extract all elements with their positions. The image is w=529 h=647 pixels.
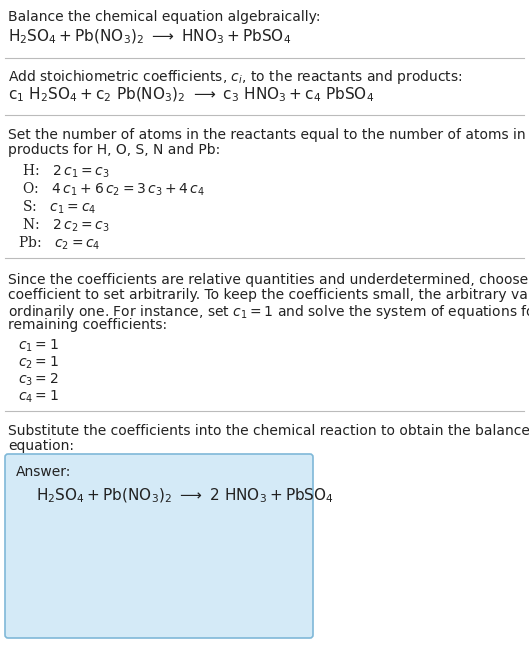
Text: remaining coefficients:: remaining coefficients:: [8, 318, 167, 332]
Text: Pb:   $c_2 = c_4$: Pb: $c_2 = c_4$: [18, 235, 101, 252]
Text: N:   $2\,c_2 = c_3$: N: $2\,c_2 = c_3$: [18, 217, 110, 234]
Text: $\mathrm{H_2SO_4 + Pb(NO_3)_2 \ \longrightarrow \ 2\ HNO_3 + PbSO_4}$: $\mathrm{H_2SO_4 + Pb(NO_3)_2 \ \longrig…: [36, 487, 334, 505]
Text: S:   $c_1 = c_4$: S: $c_1 = c_4$: [18, 199, 96, 216]
Text: $\mathrm{c_1 \ H_2SO_4 + c_2 \ Pb(NO_3)_2 \ \longrightarrow \ c_3 \ HNO_3 + c_4 : $\mathrm{c_1 \ H_2SO_4 + c_2 \ Pb(NO_3)_…: [8, 86, 374, 104]
Text: $\mathrm{H_2SO_4 + Pb(NO_3)_2 \ \longrightarrow \ HNO_3 + PbSO_4}$: $\mathrm{H_2SO_4 + Pb(NO_3)_2 \ \longrig…: [8, 28, 291, 47]
Text: O:   $4\,c_1 + 6\,c_2 = 3\,c_3 + 4\,c_4$: O: $4\,c_1 + 6\,c_2 = 3\,c_3 + 4\,c_4$: [18, 181, 205, 199]
Text: Since the coefficients are relative quantities and underdetermined, choose a: Since the coefficients are relative quan…: [8, 273, 529, 287]
Text: Substitute the coefficients into the chemical reaction to obtain the balanced: Substitute the coefficients into the che…: [8, 424, 529, 438]
Text: equation:: equation:: [8, 439, 74, 453]
Text: $c_4 = 1$: $c_4 = 1$: [18, 389, 59, 406]
Text: Balance the chemical equation algebraically:: Balance the chemical equation algebraica…: [8, 10, 321, 24]
Text: Answer:: Answer:: [16, 465, 71, 479]
Text: $c_2 = 1$: $c_2 = 1$: [18, 355, 59, 371]
Text: products for H, O, S, N and Pb:: products for H, O, S, N and Pb:: [8, 143, 220, 157]
Text: Set the number of atoms in the reactants equal to the number of atoms in the: Set the number of atoms in the reactants…: [8, 128, 529, 142]
Text: H:   $2\,c_1 = c_3$: H: $2\,c_1 = c_3$: [18, 163, 110, 181]
Text: $c_1 = 1$: $c_1 = 1$: [18, 338, 59, 355]
Text: coefficient to set arbitrarily. To keep the coefficients small, the arbitrary va: coefficient to set arbitrarily. To keep …: [8, 288, 529, 302]
Text: $c_3 = 2$: $c_3 = 2$: [18, 372, 59, 388]
Text: Add stoichiometric coefficients, $c_i$, to the reactants and products:: Add stoichiometric coefficients, $c_i$, …: [8, 68, 463, 86]
Text: ordinarily one. For instance, set $c_1 = 1$ and solve the system of equations fo: ordinarily one. For instance, set $c_1 =…: [8, 303, 529, 321]
FancyBboxPatch shape: [5, 454, 313, 638]
